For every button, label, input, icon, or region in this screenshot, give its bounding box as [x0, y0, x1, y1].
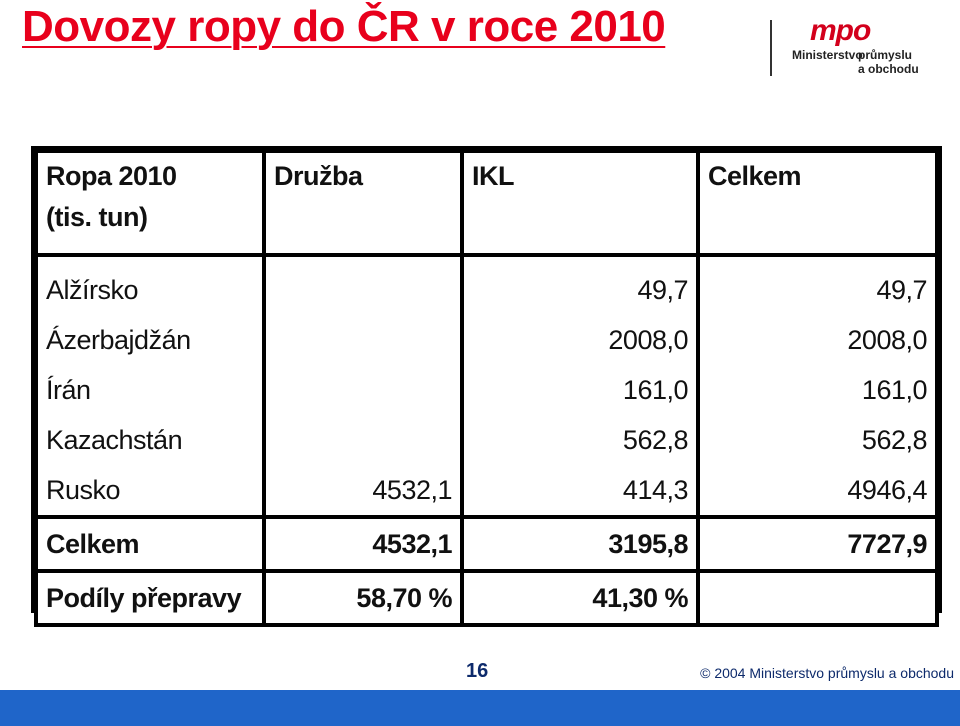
celkem-cell: 2008,0 — [696, 315, 939, 365]
share-celkem — [696, 569, 939, 627]
ikl-cell: 161,0 — [460, 365, 700, 415]
druzba-cell — [262, 365, 464, 415]
page-number: 16 — [466, 660, 489, 682]
country-cell: Ázerbajdžán — [34, 315, 266, 365]
oil-import-table: Ropa 2010 (tis. tun) Družba IKL Celkem A… — [31, 146, 942, 627]
header-cell-ikl: IKL — [460, 149, 700, 257]
logo-text-line3: a obchodu — [858, 62, 919, 76]
total-celkem: 7727,9 — [696, 515, 939, 573]
copyright-text: © 2004 Ministerstvo průmyslu a obchodu — [700, 665, 954, 681]
table-row: Kazachstán 562,8 562,8 — [34, 415, 939, 465]
total-row: Celkem 4532,1 3195,8 7727,9 — [34, 515, 939, 573]
total-druzba: 4532,1 — [262, 515, 464, 573]
ikl-cell: 49,7 — [460, 255, 700, 315]
logo-divider — [770, 20, 772, 76]
druzba-cell: 4532,1 — [262, 465, 464, 517]
ikl-cell: 414,3 — [460, 465, 700, 517]
logo-text-line1: Ministerstvo — [792, 48, 863, 62]
table-row: Rusko 4532,1 414,3 4946,4 — [34, 465, 939, 517]
logo-mark: mpo — [810, 14, 871, 47]
druzba-cell — [262, 415, 464, 465]
footer-bar — [0, 690, 960, 726]
share-label: Podíly přepravy — [34, 569, 266, 627]
share-row: Podíly přepravy 58,70 % 41,30 % — [34, 569, 939, 627]
header-ropa-line2: (tis. tun) — [46, 202, 148, 232]
share-ikl: 41,30 % — [460, 569, 700, 627]
country-cell: Alžírsko — [34, 255, 266, 315]
country-cell: Írán — [34, 365, 266, 415]
celkem-cell: 4946,4 — [696, 465, 939, 517]
table-row: Ázerbajdžán 2008,0 2008,0 — [34, 315, 939, 365]
ministry-logo: mpo Ministerstvo průmyslu a obchodu — [770, 14, 930, 80]
table-header-row: Ropa 2010 (tis. tun) Družba IKL Celkem — [34, 149, 939, 257]
header-cell-druzba: Družba — [262, 149, 464, 257]
country-cell: Rusko — [34, 465, 266, 517]
celkem-cell: 562,8 — [696, 415, 939, 465]
table-row: Írán 161,0 161,0 — [34, 365, 939, 415]
share-druzba: 58,70 % — [262, 569, 464, 627]
total-label: Celkem — [34, 515, 266, 573]
celkem-cell: 161,0 — [696, 365, 939, 415]
slide-title: Dovozy ropy do ČR v roce 2010 — [22, 2, 666, 51]
country-cell: Kazachstán — [34, 415, 266, 465]
header-cell-celkem: Celkem — [696, 149, 939, 257]
druzba-cell — [262, 315, 464, 365]
celkem-cell: 49,7 — [696, 255, 939, 315]
ikl-cell: 562,8 — [460, 415, 700, 465]
header-cell-ropa: Ropa 2010 (tis. tun) — [34, 149, 266, 257]
ikl-cell: 2008,0 — [460, 315, 700, 365]
total-ikl: 3195,8 — [460, 515, 700, 573]
logo-text-line2: průmyslu — [858, 48, 913, 62]
druzba-cell — [262, 255, 464, 315]
table-row: Alžírsko 49,7 49,7 — [34, 255, 939, 315]
header-ropa-line1: Ropa 2010 — [46, 161, 177, 191]
